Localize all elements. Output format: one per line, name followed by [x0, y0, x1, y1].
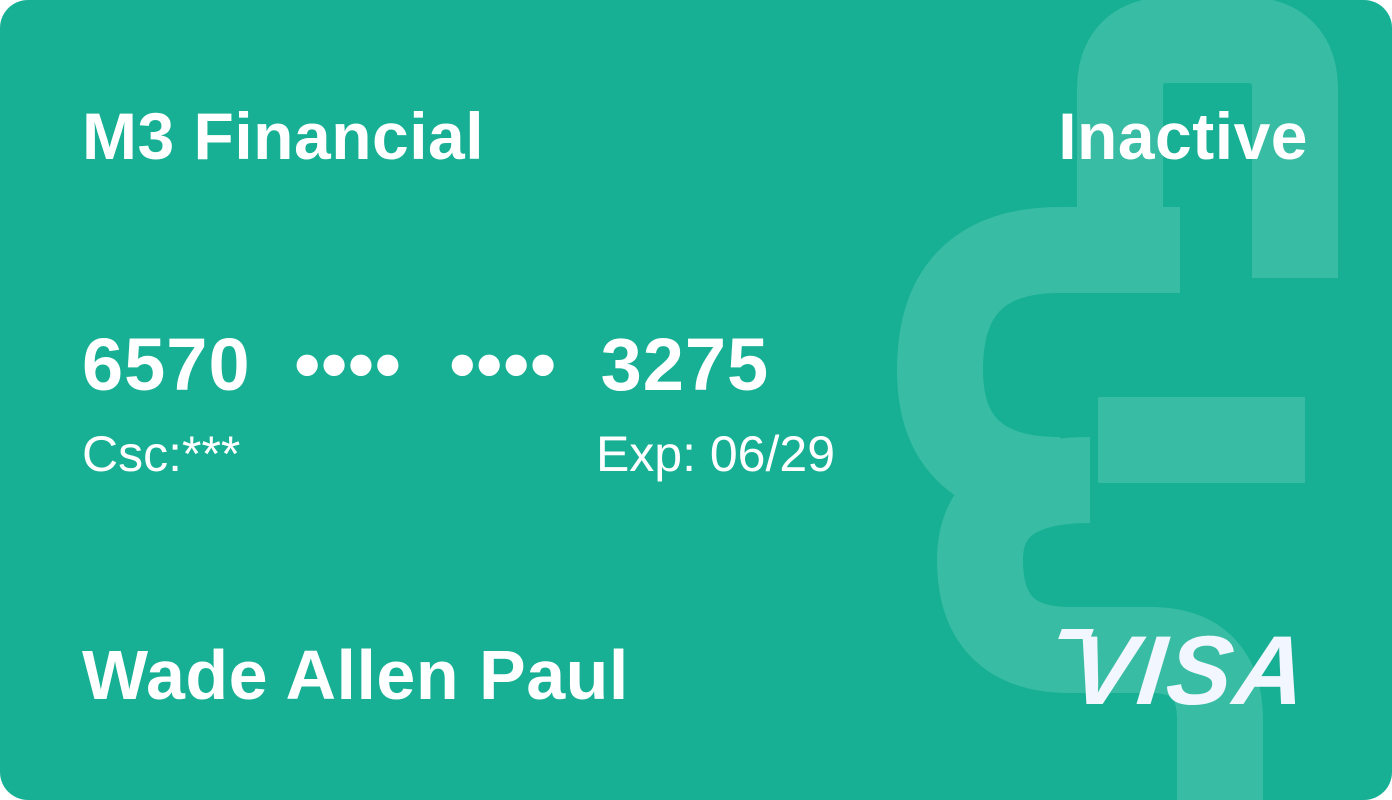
- card-number-masked-group-1: ••••: [294, 323, 402, 406]
- card-status: Inactive: [1058, 99, 1308, 173]
- issuer-name: M3 Financial: [82, 99, 485, 173]
- cardholder-name: Wade Allen Paul: [82, 636, 629, 714]
- card-number: 6570 •••• •••• 3275: [82, 322, 769, 408]
- watermark-shape: [897, 0, 1338, 800]
- visa-logo-icon: VISA: [1065, 615, 1314, 725]
- card-number-first-group: 6570: [82, 323, 251, 406]
- security-code: Csc:***: [82, 426, 241, 482]
- card-number-masked-group-2: ••••: [449, 323, 558, 406]
- card-number-last-group: 3275: [600, 323, 770, 406]
- expiry-date: Exp: 06/29: [595, 426, 835, 482]
